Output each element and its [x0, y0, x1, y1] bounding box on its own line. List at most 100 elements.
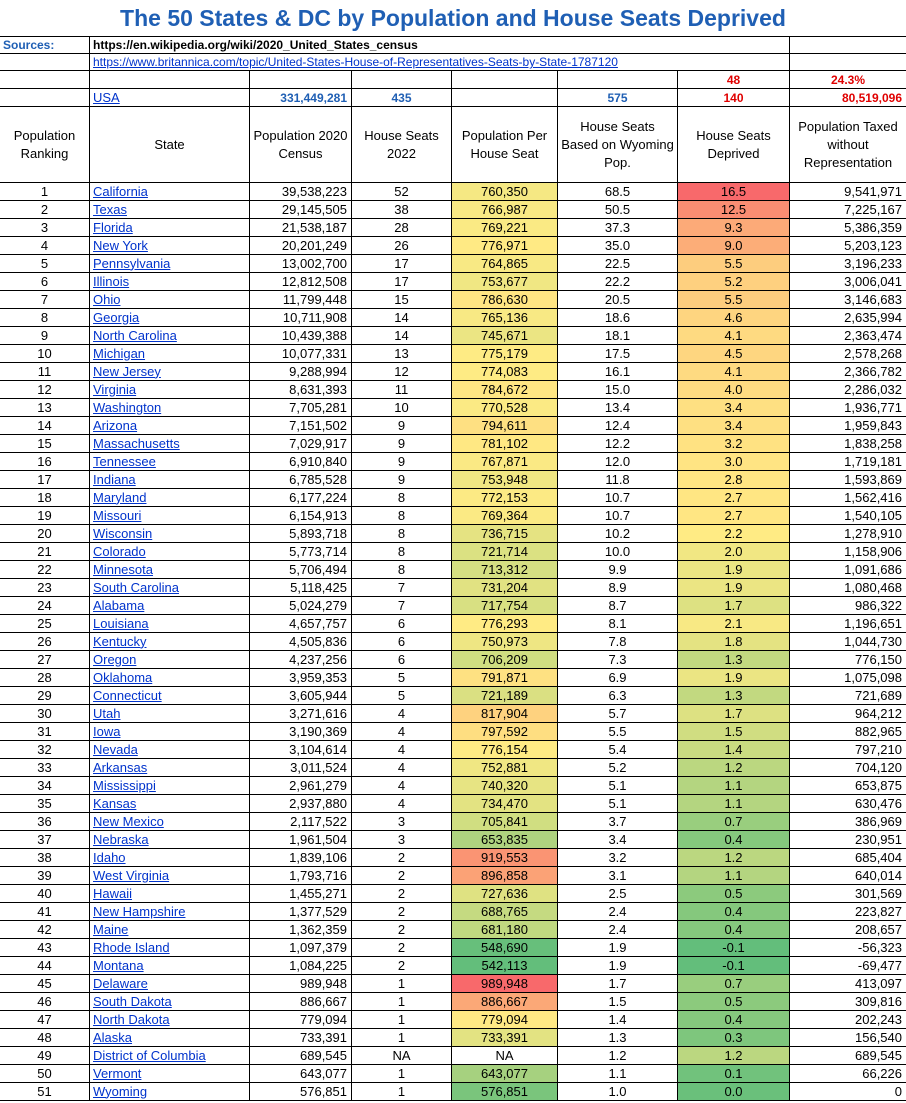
cell-state-link[interactable]: New York [90, 237, 250, 254]
table-row: 27 Oregon 4,237,256 6 706,209 7.3 1.3 776,150 [0, 651, 906, 669]
table-row: 39 West Virginia 1,793,716 2 896,858 3.1 1.1 64… [0, 867, 906, 885]
cell-wyoming-seats: 18.6 [558, 309, 678, 326]
cell-state-link[interactable]: Colorado [90, 543, 250, 560]
usa-totals-row: USA 331,449,281 435 575 140 80,519,096 [0, 88, 906, 106]
table-row: 37 Nebraska 1,961,504 3 653,835 3.4 0.4 230,951 [0, 831, 906, 849]
cell-population: 29,145,505 [250, 201, 352, 218]
cell-state-link[interactable]: Mississippi [90, 777, 250, 794]
cell-state-link[interactable]: North Dakota [90, 1011, 250, 1028]
cell-state-link[interactable]: New Mexico [90, 813, 250, 830]
cell-population: 1,961,504 [250, 831, 352, 848]
cell-wyoming-seats: 5.7 [558, 705, 678, 722]
cell-state-link[interactable]: Idaho [90, 849, 250, 866]
cell-state-link[interactable]: West Virginia [90, 867, 250, 884]
cell-deprived: 1.1 [678, 777, 790, 794]
cell-state-link[interactable]: Arkansas [90, 759, 250, 776]
header-deprived[interactable]: House Seats Deprived [678, 107, 790, 182]
cell-state-link[interactable]: Oklahoma [90, 669, 250, 686]
cell-deprived: 1.5 [678, 723, 790, 740]
cell-state-link[interactable]: Florida [90, 219, 250, 236]
cell-state-link[interactable]: Delaware [90, 975, 250, 992]
cell-deprived: 0.4 [678, 831, 790, 848]
cell-state-link[interactable]: Michigan [90, 345, 250, 362]
cell-rank: 30 [0, 705, 90, 722]
cell-state-link[interactable]: District of Columbia [90, 1047, 250, 1064]
cell-wyoming-seats: 6.3 [558, 687, 678, 704]
cell-wyoming-seats: 1.2 [558, 1047, 678, 1064]
cell-deprived: 0.5 [678, 885, 790, 902]
cell-state-link[interactable]: Missouri [90, 507, 250, 524]
cell-state-link[interactable]: Louisiana [90, 615, 250, 632]
cell-state-link[interactable]: New Jersey [90, 363, 250, 380]
cell-population: 21,538,187 [250, 219, 352, 236]
source-link-wikipedia[interactable]: https://en.wikipedia.org/wiki/2020_Unite… [93, 38, 418, 52]
cell-state-link[interactable]: Nevada [90, 741, 250, 758]
header-population[interactable]: Population 2020 Census [250, 107, 352, 182]
cell-state-link[interactable]: South Carolina [90, 579, 250, 596]
cell-state-link[interactable]: Arizona [90, 417, 250, 434]
header-taxed[interactable]: Population Taxed without Representation [798, 118, 898, 170]
cell-wyoming-seats: 18.1 [558, 327, 678, 344]
cell-state-link[interactable]: Alabama [90, 597, 250, 614]
cell-state-link[interactable]: Ohio [90, 291, 250, 308]
cell-state-link[interactable]: Virginia [90, 381, 250, 398]
cell-state-link[interactable]: Massachusetts [90, 435, 250, 452]
cell-rank: 37 [0, 831, 90, 848]
header-per-seat[interactable]: Population Per House Seat [452, 107, 558, 182]
cell-population: 5,024,279 [250, 597, 352, 614]
cell-rank: 49 [0, 1047, 90, 1064]
cell-seats: 1 [352, 975, 452, 992]
table-row: 40 Hawaii 1,455,271 2 727,636 2.5 0.5 301,569 [0, 885, 906, 903]
cell-state-link[interactable]: Minnesota [90, 561, 250, 578]
cell-wyoming-seats: 5.2 [558, 759, 678, 776]
cell-rank: 8 [0, 309, 90, 326]
cell-population: 3,011,524 [250, 759, 352, 776]
cell-state-link[interactable]: Kansas [90, 795, 250, 812]
table-row: 19 Missouri 6,154,913 8 769,364 10.7 2.7 1,540,… [0, 507, 906, 525]
cell-state-link[interactable]: Maine [90, 921, 250, 938]
cell-state-link[interactable]: North Carolina [90, 327, 250, 344]
cell-state-link[interactable]: Tennessee [90, 453, 250, 470]
cell-seats: 17 [352, 273, 452, 290]
cell-state-link[interactable]: California [90, 183, 250, 200]
source-link-britannica[interactable]: https://www.britannica.com/topic/United-… [93, 55, 618, 69]
cell-rank: 24 [0, 597, 90, 614]
cell-state-link[interactable]: New Hampshire [90, 903, 250, 920]
table-row: 9 North Carolina 10,439,388 14 745,671 18.1 4.… [0, 327, 906, 345]
cell-state-link[interactable]: Alaska [90, 1029, 250, 1046]
cell-state-link[interactable]: Vermont [90, 1065, 250, 1082]
cell-state-link[interactable]: Hawaii [90, 885, 250, 902]
cell-state-link[interactable]: Kentucky [90, 633, 250, 650]
cell-rank: 6 [0, 273, 90, 290]
cell-deprived: 2.7 [678, 489, 790, 506]
cell-state-link[interactable]: Iowa [90, 723, 250, 740]
header-wyoming-seats[interactable]: House Seats Based on Wyoming Pop. [558, 107, 678, 182]
cell-seats: 4 [352, 795, 452, 812]
cell-state-link[interactable]: Maryland [90, 489, 250, 506]
cell-state-link[interactable]: Georgia [90, 309, 250, 326]
header-state[interactable]: State [90, 107, 250, 182]
cell-state-link[interactable]: Wyoming [90, 1083, 250, 1100]
usa-link[interactable]: USA [90, 89, 250, 106]
cell-state-link[interactable]: Oregon [90, 651, 250, 668]
cell-state-link[interactable]: Montana [90, 957, 250, 974]
cell-state-link[interactable]: Texas [90, 201, 250, 218]
cell-state-link[interactable]: Pennsylvania [90, 255, 250, 272]
cell-deprived: 3.2 [678, 435, 790, 452]
header-seats[interactable]: House Seats 2022 [352, 107, 452, 182]
cell-population: 1,839,106 [250, 849, 352, 866]
header-rank[interactable]: Population Ranking [0, 107, 90, 182]
cell-state-link[interactable]: Rhode Island [90, 939, 250, 956]
cell-state-link[interactable]: Connecticut [90, 687, 250, 704]
cell-state-link[interactable]: Nebraska [90, 831, 250, 848]
cell-state-link[interactable]: Washington [90, 399, 250, 416]
cell-state-link[interactable]: Illinois [90, 273, 250, 290]
cell-population: 3,271,616 [250, 705, 352, 722]
cell-state-link[interactable]: South Dakota [90, 993, 250, 1010]
cell-state-link[interactable]: Wisconsin [90, 525, 250, 542]
cell-rank: 41 [0, 903, 90, 920]
cell-per-seat: 774,083 [452, 363, 558, 380]
cell-state-link[interactable]: Indiana [90, 471, 250, 488]
cell-state-link[interactable]: Utah [90, 705, 250, 722]
cell-deprived: 16.5 [678, 183, 790, 200]
